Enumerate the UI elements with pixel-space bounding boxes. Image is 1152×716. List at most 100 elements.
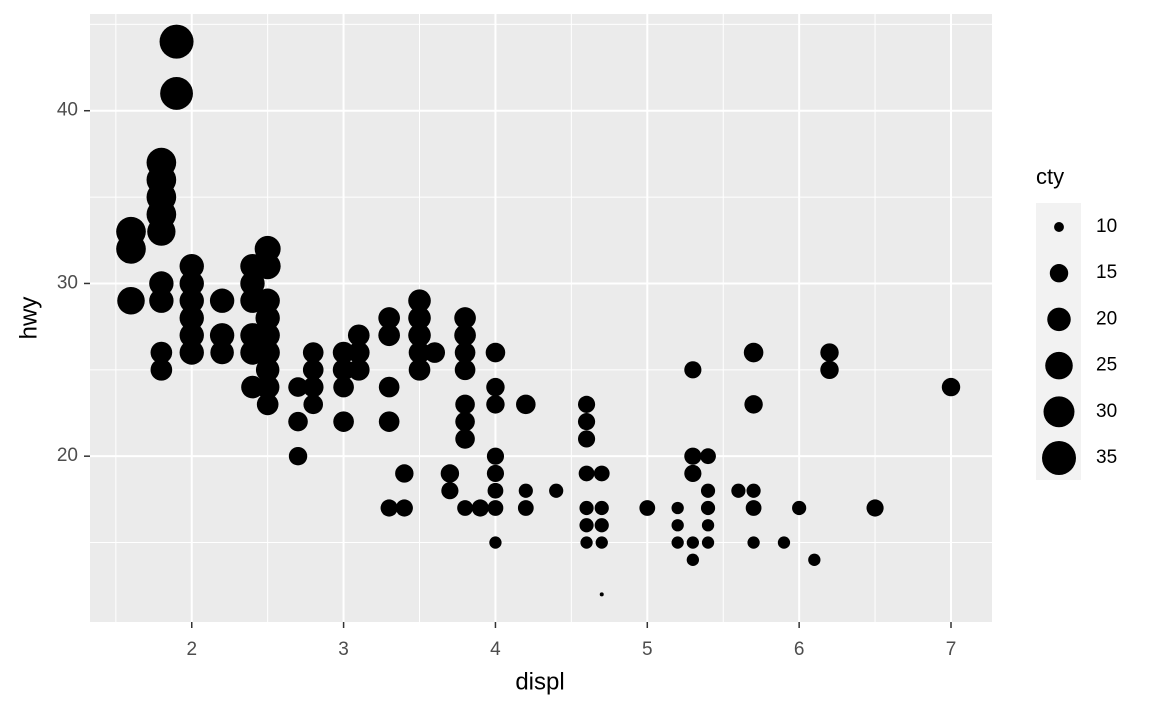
point bbox=[347, 358, 370, 381]
point bbox=[792, 500, 807, 516]
x-tick-label: 4 bbox=[490, 639, 501, 660]
point bbox=[380, 499, 398, 517]
point bbox=[302, 359, 324, 381]
point bbox=[700, 448, 716, 465]
point bbox=[820, 360, 839, 380]
point bbox=[303, 394, 324, 415]
point bbox=[486, 464, 505, 483]
x-tick-label: 5 bbox=[642, 639, 653, 660]
point bbox=[179, 340, 204, 365]
point bbox=[487, 500, 504, 516]
y-tick-label: 20 bbox=[57, 445, 78, 466]
point bbox=[599, 592, 604, 597]
point bbox=[577, 395, 596, 413]
legend-key-background bbox=[1036, 203, 1081, 480]
point bbox=[517, 500, 534, 516]
point bbox=[332, 341, 355, 364]
points bbox=[116, 24, 961, 597]
point bbox=[395, 499, 413, 517]
point bbox=[408, 341, 431, 364]
point bbox=[408, 358, 431, 381]
legend-key bbox=[1045, 351, 1073, 380]
point bbox=[347, 341, 370, 364]
point bbox=[455, 394, 475, 415]
point bbox=[579, 500, 594, 516]
point bbox=[302, 376, 324, 398]
point bbox=[684, 447, 702, 465]
legend-title: cty bbox=[1036, 164, 1064, 189]
point bbox=[579, 518, 594, 533]
point bbox=[378, 376, 400, 398]
point bbox=[593, 465, 610, 482]
point bbox=[455, 411, 475, 432]
point bbox=[701, 536, 715, 549]
legend-key bbox=[1042, 441, 1076, 475]
point bbox=[150, 341, 173, 364]
legend-label: 10 bbox=[1096, 216, 1117, 237]
point bbox=[941, 377, 961, 397]
point bbox=[378, 324, 400, 347]
point bbox=[332, 358, 355, 381]
point bbox=[747, 536, 760, 549]
point bbox=[209, 288, 235, 313]
point bbox=[595, 536, 608, 549]
point bbox=[347, 324, 370, 347]
point bbox=[455, 429, 475, 449]
point bbox=[255, 375, 280, 399]
point bbox=[549, 483, 564, 498]
y-tick-label: 30 bbox=[57, 272, 78, 293]
point bbox=[471, 499, 489, 517]
point bbox=[256, 393, 279, 416]
point bbox=[179, 253, 204, 279]
point bbox=[288, 446, 308, 466]
point bbox=[160, 77, 193, 110]
point bbox=[408, 306, 431, 330]
point bbox=[255, 323, 280, 348]
y-tick-label: 40 bbox=[57, 100, 78, 121]
point bbox=[700, 500, 716, 516]
point bbox=[700, 483, 716, 498]
point bbox=[255, 358, 280, 382]
point bbox=[639, 500, 656, 516]
point bbox=[333, 376, 354, 398]
point bbox=[745, 500, 762, 516]
legend-label: 20 bbox=[1096, 308, 1117, 329]
point bbox=[150, 358, 173, 381]
point bbox=[117, 286, 145, 315]
point bbox=[454, 359, 476, 381]
x-tick-label: 7 bbox=[946, 639, 957, 660]
point bbox=[671, 519, 684, 532]
point bbox=[441, 482, 459, 500]
point bbox=[288, 377, 308, 397]
legend-label: 25 bbox=[1096, 355, 1117, 376]
point bbox=[254, 253, 281, 280]
point bbox=[159, 24, 194, 59]
point bbox=[487, 482, 504, 499]
legend: 10 15 20 25 30 35 bbox=[1042, 216, 1117, 475]
point bbox=[179, 305, 204, 331]
point bbox=[686, 536, 700, 549]
point bbox=[594, 500, 609, 516]
point bbox=[485, 342, 506, 363]
legend-key bbox=[1054, 222, 1064, 232]
panel bbox=[90, 14, 992, 622]
legend-label: 15 bbox=[1096, 262, 1117, 283]
point bbox=[209, 323, 235, 348]
point bbox=[743, 342, 764, 363]
point bbox=[179, 288, 204, 313]
point bbox=[820, 343, 839, 362]
point bbox=[577, 413, 596, 431]
legend-label: 35 bbox=[1096, 447, 1117, 468]
point bbox=[116, 234, 146, 264]
point bbox=[288, 411, 308, 432]
y-axis-title: hwy bbox=[15, 297, 42, 340]
point bbox=[454, 307, 476, 329]
point bbox=[746, 483, 761, 498]
x-tick-label: 2 bbox=[186, 639, 197, 660]
point bbox=[255, 340, 280, 365]
x-axis-title: displ bbox=[515, 668, 564, 695]
point bbox=[378, 411, 400, 432]
point bbox=[440, 464, 460, 483]
x-tick-label: 6 bbox=[794, 639, 805, 660]
